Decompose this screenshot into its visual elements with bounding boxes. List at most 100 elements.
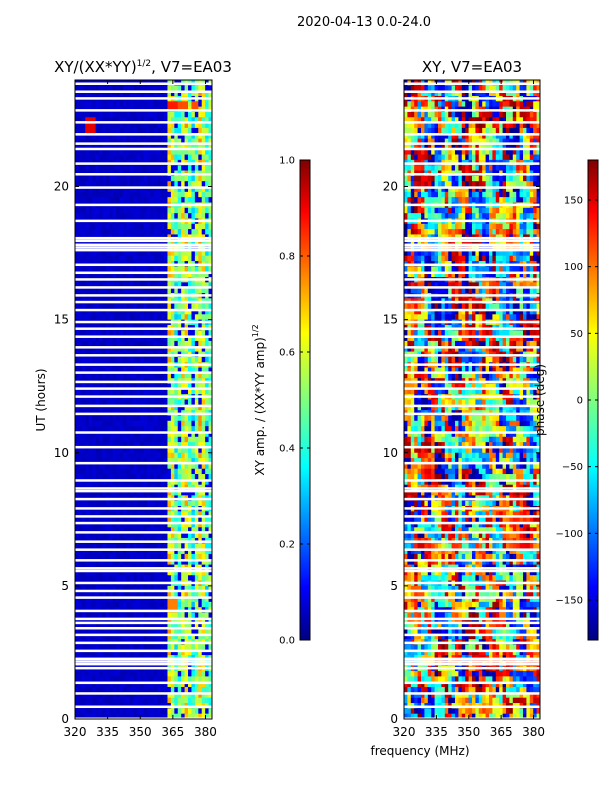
heatmap-cell	[140, 223, 144, 230]
heatmap-cell	[88, 601, 93, 608]
heatmap-cell	[177, 356, 182, 363]
heatmap-cell	[92, 197, 96, 203]
heatmap-cell	[170, 101, 175, 108]
heatmap-cell	[102, 399, 107, 406]
heatmap-cell	[85, 516, 90, 523]
heatmap-cell	[188, 90, 192, 97]
heatmap-cell	[85, 617, 90, 624]
heatmap-cell	[129, 575, 134, 581]
heatmap-cell	[167, 346, 172, 352]
heatmap-cell	[88, 85, 93, 92]
heatmap-cell	[78, 314, 83, 321]
heatmap-cell	[184, 90, 189, 97]
heatmap-cell	[177, 516, 182, 523]
heatmap-cell	[164, 287, 168, 294]
heatmap-cell	[85, 420, 90, 427]
heatmap-cell	[136, 303, 141, 310]
heatmap-cell	[105, 340, 110, 347]
heatmap-cell	[116, 447, 120, 454]
heatmap-cell	[78, 101, 83, 108]
heatmap-cell	[208, 127, 213, 134]
heatmap-cell	[140, 372, 144, 379]
heatmap-cell	[92, 713, 96, 720]
heatmap-cell	[150, 500, 155, 507]
heatmap-cell	[126, 671, 131, 677]
heatmap-cell	[129, 468, 134, 475]
heatmap-cell	[102, 575, 107, 581]
heatmap-cell	[188, 367, 192, 374]
heatmap-cell	[78, 474, 83, 480]
heatmap-cell	[164, 197, 168, 203]
heatmap-cell	[146, 468, 151, 475]
heatmap-cell	[92, 356, 96, 363]
gap-row	[75, 660, 212, 663]
heatmap-cell	[126, 596, 131, 603]
heatmap-cell	[75, 335, 79, 342]
heatmap-cell	[184, 229, 189, 235]
heatmap-cell	[140, 133, 144, 139]
heatmap-cell	[81, 575, 86, 581]
heatmap-cell	[150, 692, 155, 699]
heatmap-cell	[208, 175, 213, 182]
heatmap-cell	[167, 213, 172, 219]
heatmap-cell	[78, 143, 83, 150]
heatmap-cell	[116, 175, 120, 182]
heatmap-cell	[78, 287, 83, 294]
gap-row	[75, 243, 212, 247]
heatmap-cell	[98, 340, 103, 347]
heatmap-cell	[181, 356, 185, 363]
heatmap-cell	[181, 687, 185, 693]
heatmap-cell	[140, 431, 144, 438]
heatmap-cell	[85, 229, 90, 235]
heatmap-cell	[146, 527, 151, 534]
colorbar-tick-label: 0.4	[279, 444, 295, 455]
heatmap-cell	[143, 575, 148, 581]
heatmap-cell	[143, 463, 148, 470]
heatmap-cell	[157, 314, 162, 321]
heatmap-cell	[143, 255, 148, 262]
heatmap-cell	[208, 271, 213, 278]
heatmap-cell	[75, 356, 79, 363]
heatmap-cell	[150, 165, 155, 171]
heatmap-cell	[75, 649, 79, 656]
heatmap-cell	[133, 127, 138, 134]
heatmap-cell	[191, 340, 196, 347]
heatmap-cell	[160, 415, 165, 422]
heatmap-cell	[164, 676, 168, 683]
heatmap-cell	[201, 229, 206, 235]
heatmap-cell	[102, 671, 107, 677]
heatmap-cell	[98, 308, 103, 315]
heatmap-cell	[88, 617, 93, 624]
heatmap-cell	[188, 601, 192, 608]
heatmap-cell	[133, 692, 138, 699]
heatmap-cell	[157, 676, 162, 683]
heatmap-cell	[105, 399, 110, 406]
heatmap-cell	[184, 649, 189, 656]
heatmap-cell	[112, 628, 117, 635]
heatmap-cell	[133, 213, 138, 219]
heatmap-cell	[133, 559, 138, 565]
heatmap-cell	[177, 330, 182, 336]
heatmap-cell	[150, 149, 155, 155]
heatmap-cell	[88, 687, 93, 693]
gap-row	[75, 649, 212, 653]
heatmap-cell	[102, 314, 107, 321]
gap-row	[75, 173, 212, 176]
heatmap-cell	[205, 383, 209, 390]
heatmap-cell	[119, 585, 124, 592]
heatmap-cell	[95, 186, 100, 193]
heatmap-cell	[92, 154, 96, 161]
heatmap-cell	[133, 282, 138, 289]
heatmap-cell	[181, 154, 185, 161]
heatmap-cell	[205, 138, 209, 145]
heatmap-cell	[112, 117, 117, 124]
heatmap-cell	[102, 692, 107, 699]
heatmap-cell	[150, 117, 155, 124]
heatmap-cell	[81, 330, 86, 336]
heatmap-cell	[167, 575, 172, 581]
heatmap-cell	[133, 628, 138, 635]
heatmap-cell	[116, 426, 120, 432]
heatmap-cell	[177, 521, 182, 528]
heatmap-cell	[205, 644, 209, 651]
heatmap-cell	[92, 511, 96, 518]
